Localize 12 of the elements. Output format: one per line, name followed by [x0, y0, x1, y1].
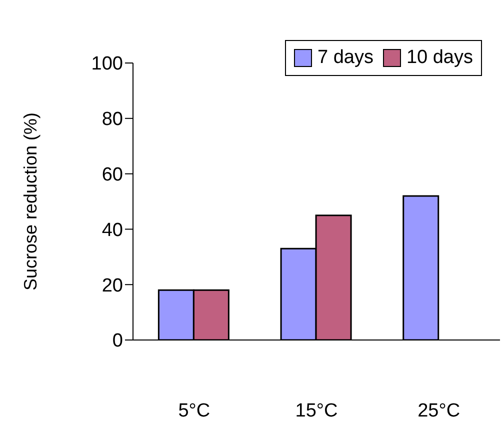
y-tick-label: 40: [102, 220, 123, 241]
legend-label: 10 days: [406, 47, 473, 69]
y-tick-label: 60: [102, 164, 123, 186]
legend-label: 7 days: [317, 47, 374, 69]
y-tick-label: 20: [102, 275, 123, 296]
y-axis-title: Sucrose reduction (%): [20, 112, 40, 291]
y-tick-label: 80: [102, 109, 123, 130]
x-tick-label: 15°C: [295, 400, 338, 422]
y-tick-label: 0: [112, 330, 123, 352]
y-tick-label: 100: [91, 54, 123, 75]
x-tick-label: 25°C: [418, 400, 460, 422]
x-tick-label: 5°C: [178, 400, 210, 422]
